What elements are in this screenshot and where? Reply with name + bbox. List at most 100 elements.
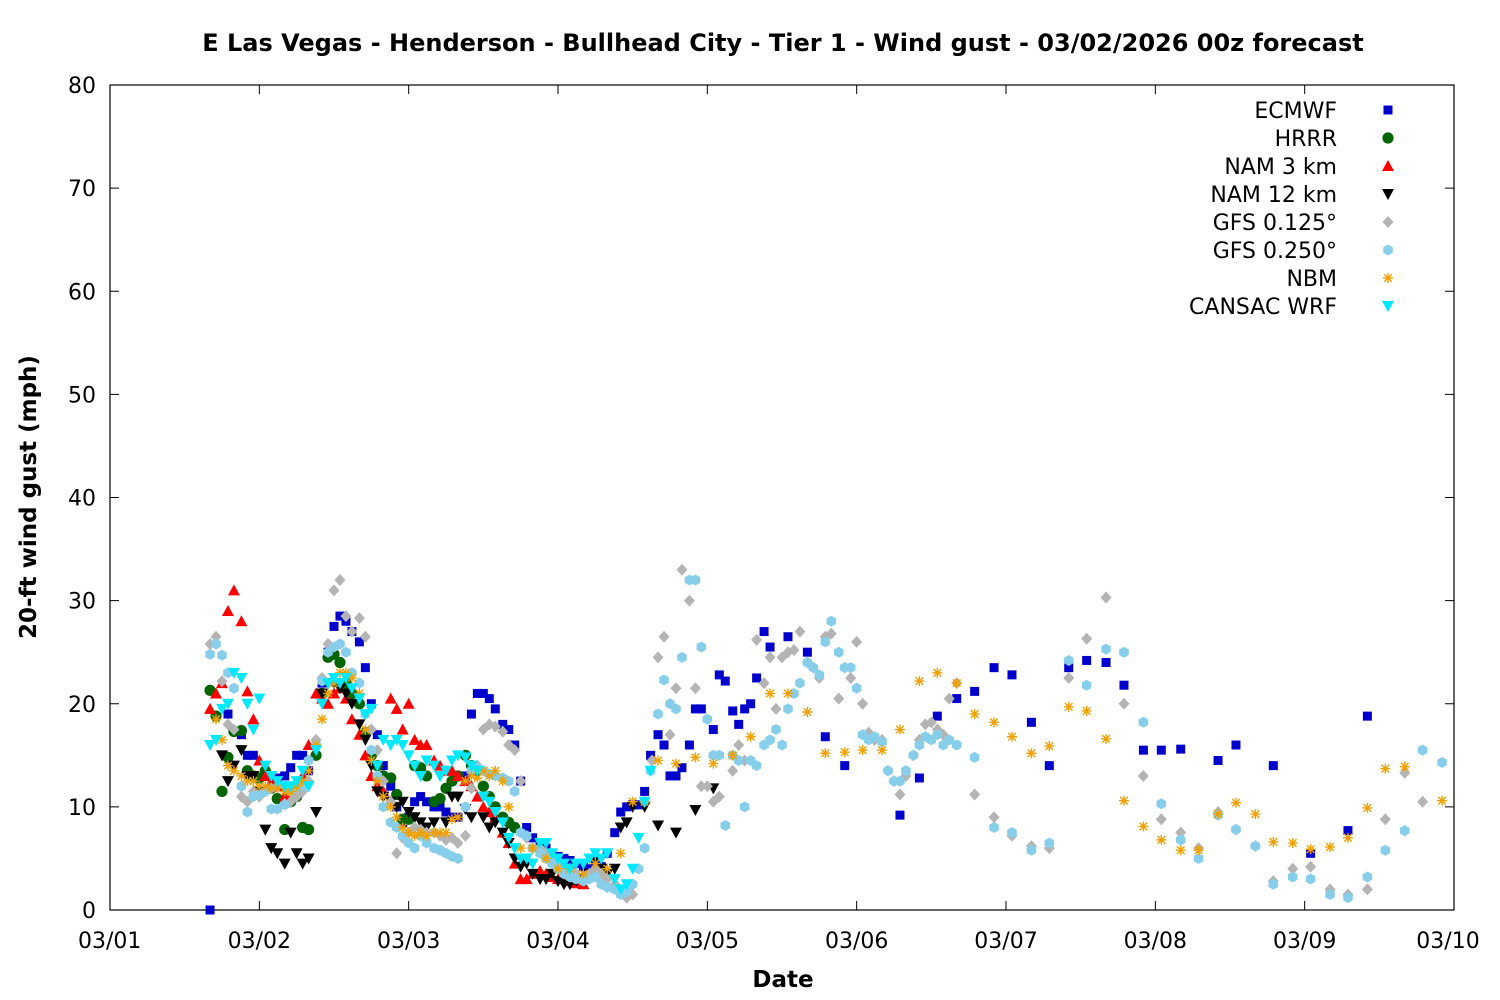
data-point [740, 801, 750, 812]
data-point [303, 824, 314, 835]
data-point [677, 763, 686, 772]
data-point [989, 822, 999, 833]
data-point [821, 732, 830, 741]
data-point [1362, 883, 1373, 895]
data-point [259, 825, 271, 836]
data-point [1251, 841, 1261, 852]
data-point [1044, 741, 1054, 751]
data-point [1157, 746, 1166, 755]
data-point [1418, 745, 1428, 756]
data-point [1139, 717, 1149, 728]
y-tick-label: 10 [68, 796, 96, 821]
data-point [1026, 748, 1036, 758]
data-point [697, 704, 706, 713]
data-point [1064, 702, 1074, 712]
data-point [504, 802, 514, 812]
data-point [241, 685, 253, 696]
data-point [1082, 656, 1091, 665]
data-point [1363, 872, 1373, 883]
data-point [1082, 680, 1092, 691]
data-point [616, 848, 626, 858]
data-point [652, 820, 664, 831]
data-point [217, 650, 227, 661]
data-point [802, 707, 812, 717]
y-tick-label: 0 [82, 899, 96, 924]
data-point [766, 643, 775, 652]
data-point [1081, 633, 1092, 645]
data-point [689, 805, 701, 816]
data-point [952, 678, 962, 688]
data-point [1306, 844, 1316, 854]
data-point [654, 730, 663, 739]
data-point [702, 780, 713, 792]
x-tick-label: 03/01 [78, 929, 141, 954]
data-point [894, 789, 905, 801]
data-point [840, 747, 850, 757]
y-tick-label: 40 [68, 487, 96, 512]
data-point [883, 765, 893, 776]
data-point [1101, 644, 1111, 655]
data-point [216, 786, 227, 797]
data-point [1176, 745, 1185, 754]
data-point [1007, 732, 1017, 742]
data-point [771, 724, 781, 735]
legend-marker [1383, 273, 1393, 283]
data-point [708, 759, 718, 769]
y-tick-label: 50 [68, 383, 96, 408]
data-point [360, 725, 370, 735]
y-tick-label: 30 [68, 590, 96, 615]
data-point [1194, 845, 1204, 855]
x-tick-label: 03/07 [974, 929, 1037, 954]
data-point [653, 651, 664, 663]
data-point [385, 693, 397, 704]
data-point [329, 584, 340, 596]
data-point [249, 751, 258, 760]
data-point [253, 694, 265, 705]
data-point [1250, 809, 1260, 819]
data-point [1268, 837, 1278, 847]
data-point [709, 725, 718, 734]
data-point [391, 703, 403, 714]
y-tick-label: 60 [68, 280, 96, 305]
data-point [1139, 746, 1148, 755]
data-point [465, 812, 477, 823]
data-point [243, 807, 253, 818]
data-point [760, 627, 769, 636]
data-point [247, 713, 259, 724]
data-point [323, 688, 333, 698]
data-point [1007, 670, 1016, 679]
data-point [1288, 838, 1298, 848]
data-point [528, 843, 538, 853]
data-point [1082, 706, 1092, 716]
legend-label: GFS 0.250° [1213, 239, 1337, 264]
data-point [777, 740, 787, 751]
data-point [392, 812, 402, 822]
data-point [895, 811, 904, 820]
x-axis-label: Date [752, 967, 813, 993]
data-point [498, 776, 508, 786]
data-point [291, 848, 303, 859]
data-point [684, 595, 695, 607]
data-point [727, 765, 738, 777]
data-point [211, 638, 221, 649]
data-point [461, 801, 471, 812]
data-point [989, 811, 1000, 823]
data-point [477, 812, 489, 823]
data-point [460, 830, 471, 842]
data-point [279, 859, 291, 870]
data-point [1380, 764, 1390, 774]
data-point [633, 833, 645, 844]
data-point [341, 647, 351, 658]
data-point [1176, 834, 1186, 845]
data-point [229, 683, 239, 694]
data-point [852, 683, 862, 694]
data-point [1380, 813, 1391, 825]
data-point [845, 672, 856, 684]
data-point [1102, 658, 1111, 667]
data-point [1417, 796, 1428, 808]
data-point [703, 714, 713, 725]
data-point [670, 828, 682, 839]
x-tick-label: 03/06 [825, 929, 888, 954]
data-point [728, 706, 737, 715]
